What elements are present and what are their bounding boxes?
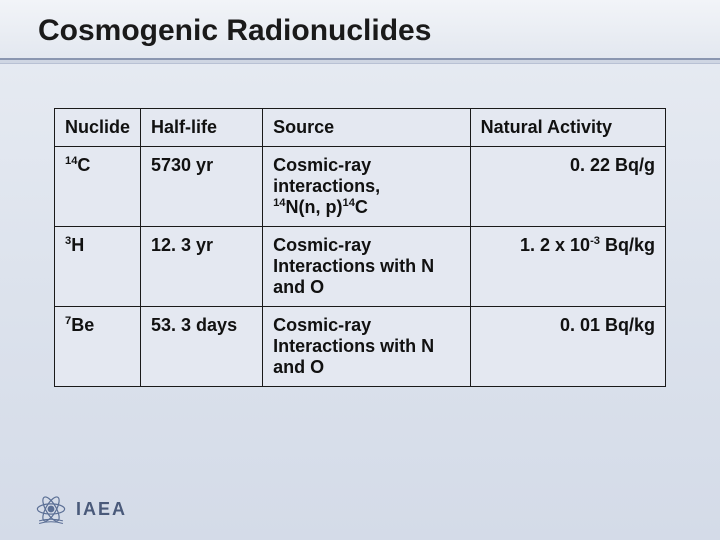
- col-header-source: Source: [263, 109, 471, 147]
- cell-halflife: 53. 3 days: [141, 307, 263, 387]
- nuclide-symbol: H: [71, 235, 84, 255]
- cell-activity: 0. 22 Bq/g: [470, 147, 665, 227]
- cell-source: Cosmic-ray interactions, 14N(n, p)14C: [263, 147, 471, 227]
- footer-org-label: IAEA: [76, 499, 127, 520]
- iaea-logo-icon: [34, 492, 68, 526]
- cell-source: Cosmic-ray Interactions with N and O: [263, 227, 471, 307]
- nuclide-symbol: C: [77, 155, 90, 175]
- title-bar: Cosmogenic Radionuclides: [0, 0, 720, 60]
- table-row: 14C 5730 yr Cosmic-ray interactions, 14N…: [55, 147, 666, 227]
- table-body: 14C 5730 yr Cosmic-ray interactions, 14N…: [55, 147, 666, 387]
- col-header-halflife: Half-life: [141, 109, 263, 147]
- col-header-nuclide: Nuclide: [55, 109, 141, 147]
- cell-halflife: 5730 yr: [141, 147, 263, 227]
- cell-source: Cosmic-ray Interactions with N and O: [263, 307, 471, 387]
- page-title: Cosmogenic Radionuclides: [38, 14, 720, 48]
- cell-nuclide: 3H: [55, 227, 141, 307]
- cell-activity: 1. 2 x 10-3 Bq/kg: [470, 227, 665, 307]
- nuclide-mass: 14: [65, 155, 77, 167]
- table-row: 7Be 53. 3 days Cosmic-ray Interactions w…: [55, 307, 666, 387]
- col-header-activity: Natural Activity: [470, 109, 665, 147]
- table-header-row: Nuclide Half-life Source Natural Activit…: [55, 109, 666, 147]
- content-area: Nuclide Half-life Source Natural Activit…: [0, 64, 720, 387]
- cell-nuclide: 7Be: [55, 307, 141, 387]
- nuclide-symbol: Be: [71, 315, 94, 335]
- table-row: 3H 12. 3 yr Cosmic-ray Interactions with…: [55, 227, 666, 307]
- radionuclide-table: Nuclide Half-life Source Natural Activit…: [54, 108, 666, 387]
- cell-activity: 0. 01 Bq/kg: [470, 307, 665, 387]
- footer: IAEA: [34, 492, 127, 526]
- cell-halflife: 12. 3 yr: [141, 227, 263, 307]
- cell-nuclide: 14C: [55, 147, 141, 227]
